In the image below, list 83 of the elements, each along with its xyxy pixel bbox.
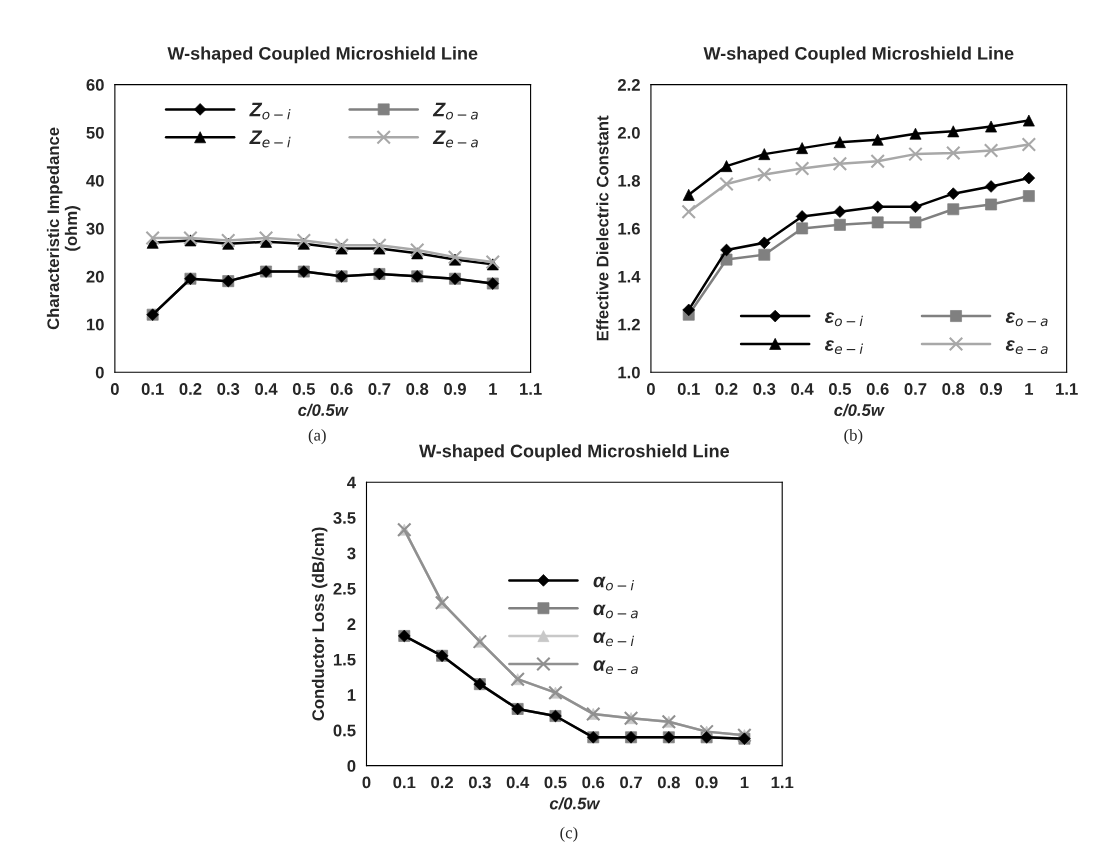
- y-axis-title: Conductor Loss (dB/cm): [311, 527, 328, 721]
- x-tick-label: 0.1: [677, 383, 700, 395]
- legend-label: Z$_{o−i}$: [249, 102, 291, 120]
- y-tick-label: 1.0: [618, 366, 640, 379]
- y-tick-label: 4: [347, 476, 356, 489]
- legend-label: α$_{e−a}$: [593, 660, 638, 675]
- x-tick-label: 0.9: [980, 383, 1003, 395]
- y-tick-label: 3.5: [333, 512, 356, 524]
- x-tick-label: 0.3: [753, 383, 776, 395]
- x-tick-label: 0.2: [179, 383, 202, 395]
- text: (a): [308, 429, 326, 445]
- legend-label: Z$_{e−i}$: [249, 130, 291, 148]
- x-tick-label: 0.5: [292, 383, 315, 395]
- x-axis-title: c/0.5w: [298, 403, 349, 417]
- y-tick-label: 1.5: [333, 653, 356, 666]
- y-axis-title: Characteristic Impedance (ohm): [46, 127, 81, 330]
- y-tick-label: 1.4: [618, 270, 641, 283]
- x-tick-label: 0.6: [582, 776, 605, 789]
- y-tick-label: 0: [347, 760, 356, 772]
- y-tick-label: 60: [86, 79, 104, 91]
- x-tick-label: 0.5: [828, 383, 852, 395]
- x-tick-label: 0.4: [255, 383, 278, 395]
- y-tick-label: 50: [86, 126, 104, 139]
- y-tick-label: 1.8: [618, 174, 640, 187]
- x-tick-label: 0.1: [141, 383, 164, 395]
- y-tick-label: 1.2: [618, 318, 640, 331]
- y-tick-label: 0: [95, 366, 104, 379]
- legend-label: ε$_{o−a}$: [1005, 312, 1048, 327]
- y-tick-label: 10: [86, 318, 104, 331]
- legend-label: ε$_{o−i}$: [825, 312, 863, 327]
- legend-label: ε$_{e−a}$: [1005, 340, 1048, 355]
- y-tick-label: 0.5: [333, 724, 356, 737]
- x-tick-label: 0.6: [330, 383, 353, 395]
- y-tick-label: 1: [347, 689, 356, 701]
- x-axis-title: c/0.5w: [834, 403, 885, 417]
- x-tick-label: 0.1: [393, 776, 416, 789]
- x-tick-label: 0.4: [791, 383, 814, 395]
- y-tick-label: 2: [347, 618, 356, 630]
- chart-title: W-shaped Coupled Microshield Line: [703, 46, 1014, 64]
- legend-label: Z$_{e−a}$: [432, 130, 478, 148]
- x-tick-label: 0.7: [904, 383, 927, 395]
- legend-label: ε$_{e−i}$: [825, 340, 864, 355]
- x-tick-label: 0.3: [217, 383, 240, 395]
- y-tick-label: 3: [347, 547, 356, 560]
- x-tick-label: 0.8: [942, 383, 965, 395]
- legend-label: α$_{o−a}$: [593, 604, 638, 619]
- x-tick-label: 1.1: [1056, 383, 1078, 395]
- x-tick-label: 0.7: [620, 776, 642, 789]
- y-tick-label: 2.5: [333, 582, 356, 595]
- x-tick-label: 0.7: [368, 383, 391, 395]
- x-tick-label: 0: [646, 383, 655, 395]
- y-tick-label: 2.0: [617, 126, 640, 139]
- x-tick-label: 0.6: [866, 383, 889, 395]
- chart-title: W-shaped Coupled Microshield Line: [419, 444, 730, 461]
- chart-title: W-shaped Coupled Microshield Line: [167, 46, 478, 64]
- y-tick-label: 30: [86, 222, 104, 235]
- x-tick-label: 0.9: [695, 776, 718, 789]
- x-axis-title: c/0.5w: [549, 797, 601, 810]
- x-tick-label: 0: [110, 383, 119, 395]
- text: (b): [844, 429, 863, 445]
- x-tick-label: 0.3: [468, 776, 491, 789]
- x-tick-label: 0: [362, 776, 371, 789]
- x-tick-label: 1: [1025, 383, 1034, 395]
- x-tick-label: 0.5: [544, 776, 567, 789]
- x-tick-label: 0.4: [506, 776, 530, 789]
- x-tick-label: 1: [489, 383, 497, 395]
- y-tick-label: 2.2: [617, 79, 640, 91]
- legend-label: α$_{o−i}$: [593, 576, 635, 591]
- x-tick-label: 0.8: [406, 383, 429, 395]
- y-tick-label: 1.6: [618, 222, 640, 235]
- x-tick-label: 0.2: [431, 776, 453, 789]
- x-tick-label: 1.1: [520, 383, 542, 395]
- y-axis-title: Effective Dielectric Constant: [596, 115, 609, 341]
- x-tick-label: 1: [740, 776, 749, 789]
- legend-label: α$_{e−i}$: [593, 632, 635, 647]
- x-tick-label: 0.2: [715, 383, 738, 395]
- x-tick-label: 0.9: [444, 383, 466, 395]
- x-tick-label: 1.1: [771, 776, 794, 789]
- x-tick-label: 0.8: [657, 776, 680, 789]
- legend-label: Z$_{o−a}$: [432, 102, 478, 120]
- y-tick-label: 20: [86, 270, 104, 283]
- text: (c): [560, 826, 578, 842]
- y-tick-label: 40: [86, 174, 104, 187]
